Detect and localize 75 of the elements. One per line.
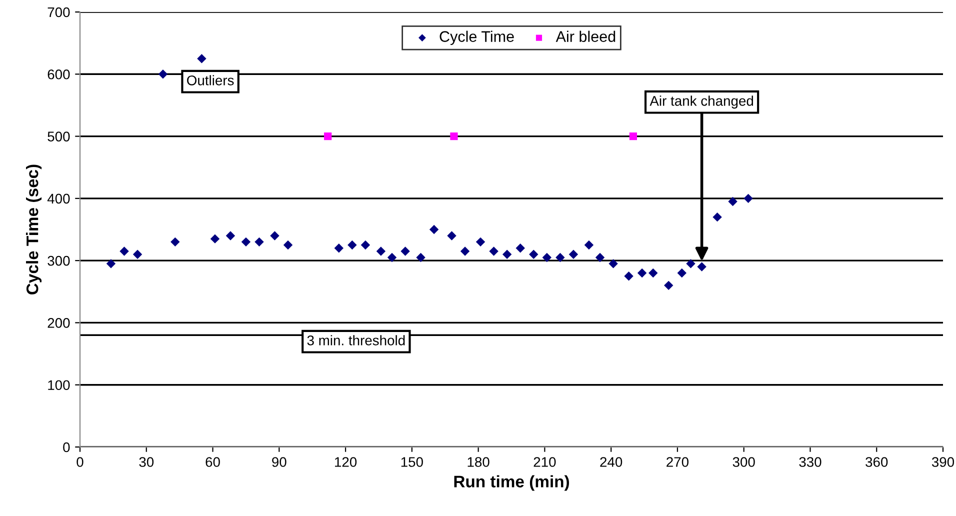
annotation: Outliers (187, 75, 234, 86)
point (595, 252, 605, 262)
point (697, 262, 706, 272)
point (241, 237, 251, 247)
point (476, 237, 486, 247)
point (529, 250, 538, 259)
point (502, 250, 512, 259)
point (120, 246, 129, 256)
point (744, 194, 753, 204)
point (608, 259, 618, 268)
y-axis-title: Cycle Time (sec) (26, 164, 42, 294)
point (348, 240, 357, 250)
point (254, 237, 264, 247)
x-tick-label: 330 (799, 457, 822, 467)
x-tick-label: 390 (932, 457, 954, 467)
point (429, 224, 439, 234)
annotation: Air tank changed (650, 96, 754, 109)
point (516, 244, 525, 253)
x-tick-label: 180 (468, 457, 490, 467)
point (447, 231, 456, 240)
x-tick-label: 240 (600, 457, 622, 467)
x-tick-label: 360 (866, 457, 888, 467)
y-tick-label: 500 (48, 132, 70, 142)
legend-label: Air bleed (556, 30, 616, 42)
x-tick-label: 0 (76, 457, 84, 467)
x-tick-label: 150 (401, 457, 423, 467)
legend-label: Cycle Time (440, 30, 514, 45)
point (400, 246, 410, 256)
point (226, 231, 236, 240)
ref-line-label: 3 min. threshold (307, 335, 405, 346)
point (360, 240, 370, 250)
y-tick-label: 700 (48, 7, 70, 18)
point (712, 212, 722, 222)
point (197, 54, 206, 64)
point (283, 240, 293, 250)
point (489, 246, 498, 256)
point (460, 246, 470, 256)
y-tick-label: 600 (48, 69, 70, 80)
point (624, 272, 634, 281)
x-tick-label: 270 (666, 457, 689, 467)
x-axis-title: Run time (min) (454, 475, 570, 491)
y-tick-label: 100 (48, 380, 70, 390)
point (542, 252, 552, 262)
point (637, 268, 647, 278)
point (556, 252, 565, 262)
point (677, 268, 686, 278)
point (686, 259, 696, 268)
point (629, 132, 638, 140)
point (568, 250, 578, 259)
x-tick-label: 210 (534, 457, 556, 467)
point (170, 237, 180, 247)
point (334, 244, 344, 253)
point (648, 268, 658, 278)
point (664, 280, 674, 290)
point (270, 231, 280, 240)
x-tick-label: 60 (206, 457, 220, 467)
x-tick-label: 120 (335, 457, 357, 467)
point (387, 252, 397, 262)
x-tick-label: 90 (272, 457, 286, 467)
point (416, 252, 426, 262)
y-tick-label: 0 (63, 442, 70, 452)
point (324, 132, 332, 140)
point (728, 196, 738, 206)
y-tick-label: 200 (48, 318, 70, 328)
point (158, 70, 168, 79)
point (106, 259, 116, 268)
point (450, 132, 458, 140)
point (584, 240, 594, 250)
y-tick-label: 400 (47, 194, 70, 204)
x-tick-label: 30 (139, 457, 154, 467)
point (210, 234, 220, 244)
x-tick-label: 300 (732, 457, 755, 467)
point (132, 250, 142, 259)
y-tick-label: 300 (48, 256, 70, 266)
point (376, 246, 386, 256)
